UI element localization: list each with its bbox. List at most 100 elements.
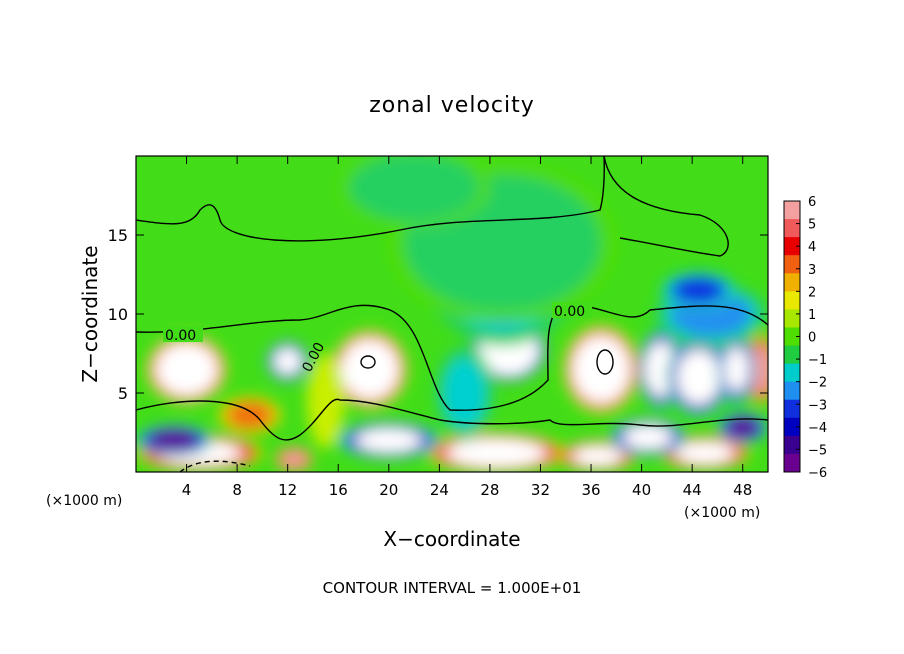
field-blob [660, 271, 737, 310]
field-blob [717, 334, 756, 405]
field-ring [724, 346, 749, 392]
colorbar-swatch [784, 417, 800, 437]
x-tick-label: 32 [531, 481, 550, 499]
colorbar-label: −4 [808, 421, 827, 436]
field-blob [559, 440, 636, 472]
field-ring [750, 346, 768, 393]
colorbar-swatch [784, 381, 800, 401]
x-tick-label: 40 [632, 481, 651, 499]
colorbar-swatch [784, 327, 800, 347]
field-ring [310, 362, 341, 439]
field-blob [660, 435, 750, 471]
plot-area: 0.00 0.00 0.00 [136, 156, 768, 472]
colorbar-label: 5 [808, 218, 816, 233]
zero-contour-mid [136, 304, 768, 411]
zero-contour-upper [136, 156, 605, 242]
contour-label-3: 0.00 [554, 304, 585, 320]
colorbar-swatch [784, 363, 800, 383]
chart-title: zonal velocity [369, 93, 535, 118]
field-blob [306, 353, 345, 449]
colorbar-swatch [784, 273, 800, 292]
field-ring [355, 428, 422, 453]
field-ring [443, 358, 486, 428]
colorbar-label: −6 [808, 466, 827, 481]
x-axis: 4 8 12 16 20 24 28 32 36 40 44 48 [182, 156, 752, 499]
x-tick-label: 24 [430, 481, 449, 499]
field-blob [218, 396, 282, 435]
x-unit-label-right: (×1000 m) [684, 505, 760, 521]
colorbar-swatch [784, 309, 800, 328]
contour-interval-note: CONTOUR INTERVAL = 1.000E+01 [323, 579, 582, 597]
field-ring [451, 439, 542, 467]
field-ring [576, 340, 626, 399]
x-tick-label: 16 [329, 481, 348, 499]
field-blob [435, 345, 494, 441]
zero-contour-lower [136, 398, 768, 441]
field-ring [672, 277, 725, 304]
x-unit-label-left: (×1000 m) [46, 493, 122, 509]
field-ring [726, 417, 760, 439]
x-tick-label: 44 [683, 481, 702, 499]
colorbar-label: −3 [808, 398, 827, 413]
field-ring [623, 424, 673, 450]
colorbar-label: −5 [808, 443, 827, 458]
field-ring [273, 348, 302, 375]
field-blob [610, 418, 686, 457]
x-tick-label: 12 [278, 481, 297, 499]
field-blob [717, 411, 768, 444]
colorbar-label: −2 [808, 376, 827, 391]
colorbar-swatch [784, 291, 800, 310]
colorbar-swatch [784, 435, 800, 455]
x-tick-label: 36 [581, 481, 600, 499]
zero-contour-right [603, 156, 729, 257]
contour-label-1: 0.00 [165, 328, 196, 344]
field-ring [149, 430, 199, 451]
field-ring [160, 346, 213, 392]
contour-ring-1 [360, 355, 376, 369]
contour-dashed [179, 460, 251, 472]
colorbar-swatch [784, 255, 800, 274]
colorbar-label: 0 [808, 331, 816, 346]
colorbar-label: 3 [808, 263, 816, 278]
x-tick-label: 48 [733, 481, 752, 499]
colorbar-swatch [784, 453, 800, 473]
colorbar-label: −1 [808, 353, 827, 368]
x-axis-title: X−coordinate [383, 527, 520, 551]
field-ring [572, 445, 623, 467]
colorbar-label: 1 [808, 308, 816, 323]
colorbar-label: 4 [808, 240, 816, 255]
field-blob [136, 424, 212, 457]
field-blob [275, 446, 313, 472]
y-tick-label: 5 [118, 384, 128, 403]
field-ring [677, 351, 720, 403]
field-blob [338, 156, 490, 228]
y-tick-label: 10 [108, 305, 128, 324]
field-blob [563, 325, 640, 414]
contour-ring-2 [596, 349, 614, 375]
x-tick-label: 4 [182, 481, 192, 499]
y-tick-label: 15 [108, 226, 128, 245]
field-blob [331, 329, 408, 409]
contour-lines [136, 156, 768, 472]
colorbar-label: 2 [808, 285, 816, 300]
colorbar-swatch [784, 399, 800, 419]
colorbar-swatch [784, 345, 800, 365]
colorbar: 6 5 4 3 2 1 0 −1 −2 −3 −4 −5 −6 [783, 195, 827, 481]
colorbar-swatch [784, 219, 800, 238]
x-tick-label: 28 [480, 481, 499, 499]
field-blob [266, 340, 310, 382]
field-blob [666, 337, 731, 417]
field-ring [676, 441, 734, 465]
field-ring [281, 451, 307, 468]
field-ring [345, 343, 395, 395]
colorbar-swatch [784, 237, 800, 256]
field-ring [358, 158, 470, 217]
field-blob [426, 432, 566, 472]
field-blob [146, 334, 228, 405]
colorbar-label: 6 [808, 195, 816, 210]
velocity-field [136, 156, 768, 472]
y-axis: 5 10 15 [108, 226, 768, 403]
y-axis-title: Z−coordinate [78, 245, 102, 382]
x-tick-label: 8 [232, 481, 242, 499]
